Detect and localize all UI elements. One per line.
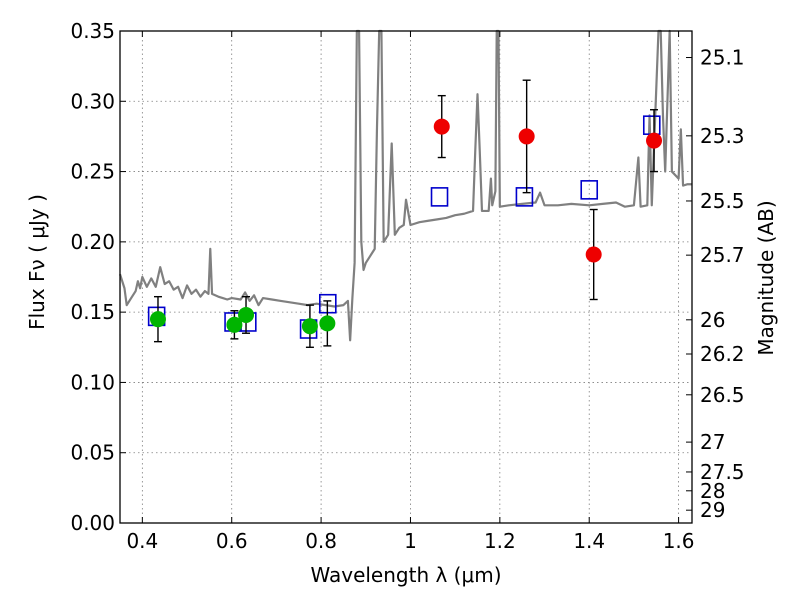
right-tick-label: 26.5 (700, 383, 745, 407)
x-tick-label: 0.8 (305, 529, 337, 553)
x-axis-ticks: 0.4 0.6 0.8 1 1.2 1.4 1.6 (126, 31, 695, 553)
right-tick-label: 26.2 (700, 342, 745, 366)
data-point (301, 318, 318, 335)
x-tick-label: 1.6 (663, 529, 695, 553)
x-tick-label: 1.2 (484, 529, 516, 553)
data-point (585, 246, 602, 263)
y-tick-label: 0.20 (70, 230, 115, 254)
data-point (149, 311, 166, 328)
x-tick-label: 1.4 (573, 529, 605, 553)
model-flux-square (580, 180, 599, 200)
model-spectrum-line (118, 29, 692, 342)
observed-points (149, 118, 663, 335)
model-flux-square (515, 187, 534, 207)
right-tick-label: 25.5 (700, 189, 745, 213)
right-tick-label: 26 (700, 308, 725, 332)
data-point (319, 315, 336, 332)
model-spectrum (118, 29, 692, 342)
y-tick-label: 0.05 (70, 441, 115, 465)
y-tick-label: 0.35 (70, 19, 115, 43)
error-bars (153, 79, 659, 348)
right-tick-label: 25.1 (700, 46, 745, 70)
right-tick-label: 27 (700, 430, 725, 454)
x-tick-label: 0.6 (216, 529, 248, 553)
right-tick-label: 25.3 (700, 124, 745, 148)
y-axis-ticks: 0.00 0.05 0.10 0.15 0.20 0.25 0.30 0.35 (70, 19, 126, 535)
x-axis-label: Wavelength λ (μm) (310, 563, 501, 587)
data-point (518, 128, 535, 145)
right-tick-label: 25.7 (700, 243, 745, 267)
right-tick-label: 28 (700, 479, 725, 503)
grid-lines (120, 30, 692, 524)
y-tick-label: 0.10 (70, 370, 115, 394)
x-tick-label: 1 (404, 529, 417, 553)
right-tick-label: 29 (700, 498, 725, 522)
plot-frame (119, 30, 693, 524)
model-photometry-squares (147, 115, 661, 339)
data-point (238, 306, 255, 323)
y-tick-label: 0.25 (70, 160, 115, 184)
y-tick-label: 0.00 (70, 511, 115, 535)
y-tick-label: 0.15 (70, 300, 115, 324)
right-axis-label: Magnitude (AB) (754, 200, 778, 355)
data-point (226, 316, 243, 333)
data-point (433, 118, 450, 135)
y-tick-label: 0.30 (70, 89, 115, 113)
y-axis-label: Flux Fν ( μJy ) (25, 194, 49, 330)
x-tick-label: 0.4 (126, 529, 158, 553)
data-point (646, 132, 663, 149)
model-flux-square (430, 187, 449, 207)
right-tick-label: 27.5 (700, 460, 745, 484)
model-flux-square (642, 115, 661, 135)
